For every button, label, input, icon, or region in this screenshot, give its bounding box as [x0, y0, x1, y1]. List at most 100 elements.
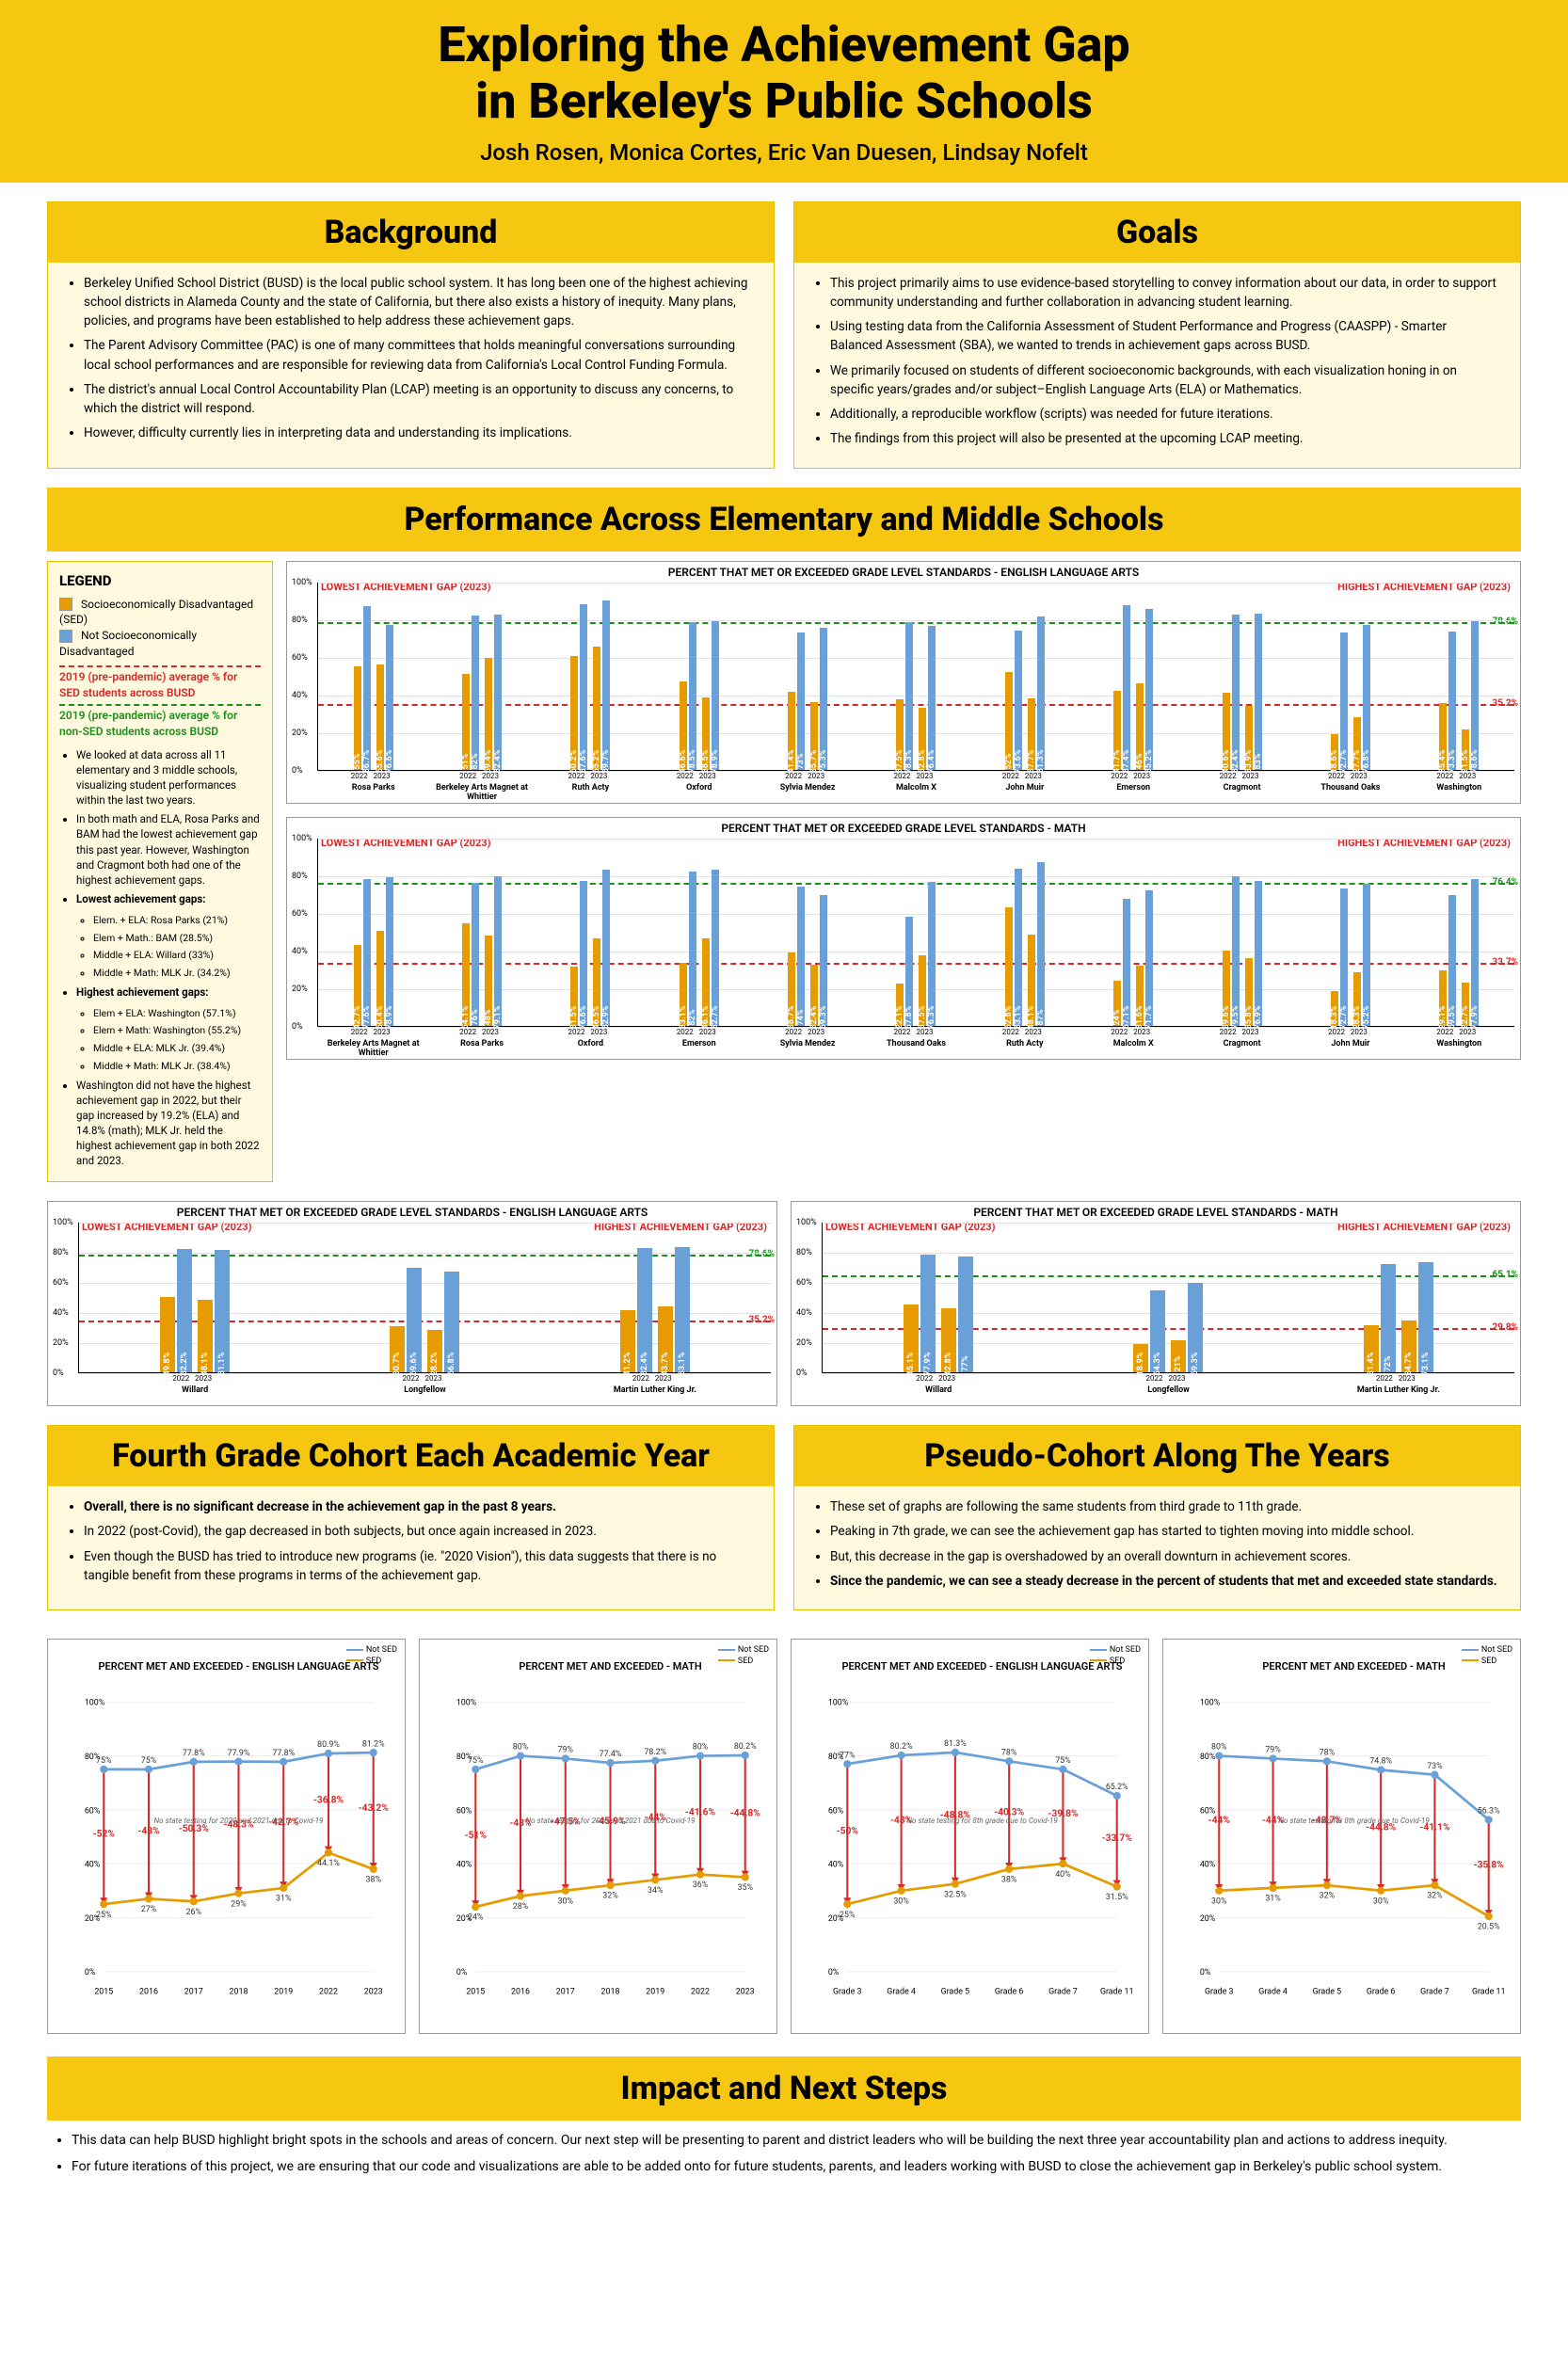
school-group: 31.5%76.6%46.5%82.9%2022 2023 Oxford: [539, 870, 642, 1026]
school-label: Martin Luther King Jr.: [543, 1372, 767, 1395]
bar-sed: 27.7%: [1353, 717, 1361, 769]
school-group: 41.7%87.4%46%85.2%2022 2023 Emerson: [1082, 605, 1185, 770]
school-group: 40.6%82.4%33.9%83%2022 2023 Cragmont: [1191, 614, 1293, 770]
school-label: Thousand Oaks: [865, 1026, 968, 1048]
school-group: 55%86.7%55.6%76.6%2022 2023 Rosa Parks: [322, 606, 424, 769]
svg-text:Grade 6: Grade 6: [1367, 1988, 1396, 1997]
svg-text:38%: 38%: [1001, 1876, 1017, 1885]
school-group: 35.4%73.3%21.5%78.6%2022 2023 Washington: [1408, 621, 1511, 769]
svg-text:24%: 24%: [468, 1913, 484, 1923]
list-item: In 2022 (post-Covid), the gap decreased …: [84, 1522, 751, 1541]
school-group: 60.2%87.6%65.2%89.7%2022 2023 Ruth Acty: [539, 600, 642, 769]
legend-ref-sed: 2019 (pre-pandemic) average % for SED st…: [59, 665, 261, 701]
ytick: 60%: [53, 1278, 69, 1288]
school-group: 42.7%77.6%50.4%78.9%2022 2023 Berkeley A…: [322, 877, 424, 1026]
page-title: Exploring the Achievement Gap in Berkele…: [47, 17, 1521, 130]
svg-text:Grade 11: Grade 11: [1472, 1988, 1506, 1997]
school-label: Cragmont: [1191, 770, 1293, 792]
svg-text:80%: 80%: [1200, 1753, 1216, 1762]
school-label: Willard: [83, 1372, 307, 1395]
list-item: Overall, there is no significant decreas…: [84, 1497, 751, 1516]
bar-sed: 37.5%: [919, 955, 926, 1026]
svg-text:2019: 2019: [274, 1988, 293, 1997]
bar-sed: 52%: [1005, 672, 1013, 770]
elem-charts: PERCENT THAT MET OR EXCEEDED GRADE LEVEL…: [286, 561, 1521, 1182]
svg-text:No state testing for 2020 and: No state testing for 2020 and 2021 due t…: [153, 1816, 324, 1825]
svg-text:78%: 78%: [1320, 1749, 1336, 1758]
school-label: Martin Luther King Jr.: [1287, 1372, 1511, 1395]
svg-text:77.8%: 77.8%: [272, 1749, 295, 1758]
svg-text:2016: 2016: [511, 1988, 530, 1997]
bar-sed: 45.1%: [904, 1305, 919, 1372]
bar-notsed: 76.6%: [580, 881, 587, 1025]
bar-notsed: 78.9%: [386, 877, 393, 1026]
bar-notsed: 73.3%: [1448, 632, 1456, 770]
svg-text:65.2%: 65.2%: [1106, 1783, 1128, 1792]
bar-notsed: 73.6%: [1015, 631, 1022, 769]
line-fourth-ela: PERCENT MET AND EXCEEDED - ENGLISH LANGU…: [47, 1639, 406, 2034]
svg-text:-36.8%: -36.8%: [313, 1796, 344, 1806]
school-label: John Muir: [1299, 1026, 1401, 1048]
school-label: Oxford: [539, 1026, 642, 1048]
svg-text:60%: 60%: [456, 1806, 472, 1816]
ytick: 40%: [292, 947, 308, 956]
bar-notsed: 77.9%: [1471, 879, 1479, 1026]
svg-text:100%: 100%: [456, 1699, 477, 1708]
bar-sed: 49.8%: [160, 1297, 175, 1372]
bar-notsed: 83%: [1255, 614, 1262, 770]
bar-sed: 38.5%: [702, 697, 710, 770]
list-item: The district's annual Local Control Acco…: [84, 380, 751, 419]
ytick: 80%: [53, 1248, 69, 1257]
svg-text:34%: 34%: [648, 1886, 664, 1896]
legend-subnote: Middle + Math: MLK Jr. (34.2%): [93, 967, 261, 981]
school-label: Rosa Parks: [322, 770, 424, 792]
school-label: Emerson: [648, 1026, 750, 1048]
goals-card: Goals This project primarily aims to use…: [793, 201, 1521, 469]
bar-notsed: 83.1%: [675, 1247, 690, 1372]
svg-text:-44.8%: -44.8%: [730, 1809, 761, 1819]
school-label: Sylvia Mendez: [756, 770, 858, 792]
bar-notsed: 89.7%: [602, 600, 610, 769]
bar-sed: 18.3%: [1331, 991, 1338, 1026]
bar-notsed: 69.3%: [820, 895, 827, 1026]
bar-sed: 28.2%: [427, 1330, 442, 1372]
svg-text:20.5%: 20.5%: [1478, 1923, 1500, 1932]
bar-sed: 18.6%: [1331, 734, 1338, 769]
legend-box: LEGEND Socioeconomically Disadvantaged (…: [47, 561, 273, 1182]
svg-text:77.8%: 77.8%: [183, 1749, 205, 1758]
legend-subnote: Middle + ELA: MLK Jr. (39.4%): [93, 1042, 261, 1056]
svg-text:60%: 60%: [1200, 1806, 1216, 1816]
svg-text:2017: 2017: [556, 1988, 575, 1997]
pseudo-title: Pseudo-Cohort Along The Years: [794, 1426, 1520, 1486]
bar-sed: 48.1%: [1028, 935, 1035, 1025]
svg-text:-33.7%: -33.7%: [1102, 1833, 1133, 1844]
chart-title: PERCENT THAT MET OR EXCEEDED GRADE LEVEL…: [792, 1206, 1520, 1219]
legend-ref-not: 2019 (pre-pandemic) average % for non-SE…: [59, 704, 261, 740]
bar-sed: 59.4%: [485, 658, 492, 770]
bar-sed: 21.5%: [1462, 729, 1469, 770]
fourth-card: Fourth Grade Cohort Each Academic Year O…: [47, 1425, 775, 1610]
legend-note: In both math and ELA, Rosa Parks and BAM…: [76, 811, 261, 887]
school-label: Longfellow: [312, 1372, 536, 1395]
goals-title: Goals: [794, 202, 1520, 263]
svg-text:31%: 31%: [1265, 1895, 1281, 1904]
ytick: 0%: [292, 766, 303, 776]
ytick: 100%: [292, 578, 312, 587]
svg-text:2015: 2015: [466, 1988, 485, 1997]
list-item: This data can help BUSD highlight bright…: [72, 2130, 1521, 2151]
school-label: Ruth Acty: [973, 1026, 1076, 1048]
list-item: But, this decrease in the gap is oversha…: [830, 1547, 1497, 1566]
bar-notsed: 75.3%: [820, 628, 827, 770]
svg-text:75%: 75%: [96, 1756, 112, 1766]
school-label: Washington: [1408, 1026, 1511, 1048]
svg-text:Grade 5: Grade 5: [941, 1988, 970, 1997]
school-group: 52%73.6%37.7%81.3%2022 2023 John Muir: [973, 616, 1076, 770]
svg-text:0%: 0%: [1200, 1968, 1211, 1977]
svg-text:No state testing for 8th grade: No state testing for 8th grade due to Co…: [1278, 1816, 1430, 1825]
legend-subnote: Elem + Math.: BAM (28.5%): [93, 932, 261, 946]
bar-sed: 35.7%: [810, 702, 818, 769]
bar-sed: 32.8%: [919, 708, 926, 770]
bar-notsed: 78.6%: [1471, 621, 1479, 769]
bar-notsed: 72.7%: [1340, 888, 1348, 1025]
bar-sed: 32.4%: [810, 965, 818, 1026]
